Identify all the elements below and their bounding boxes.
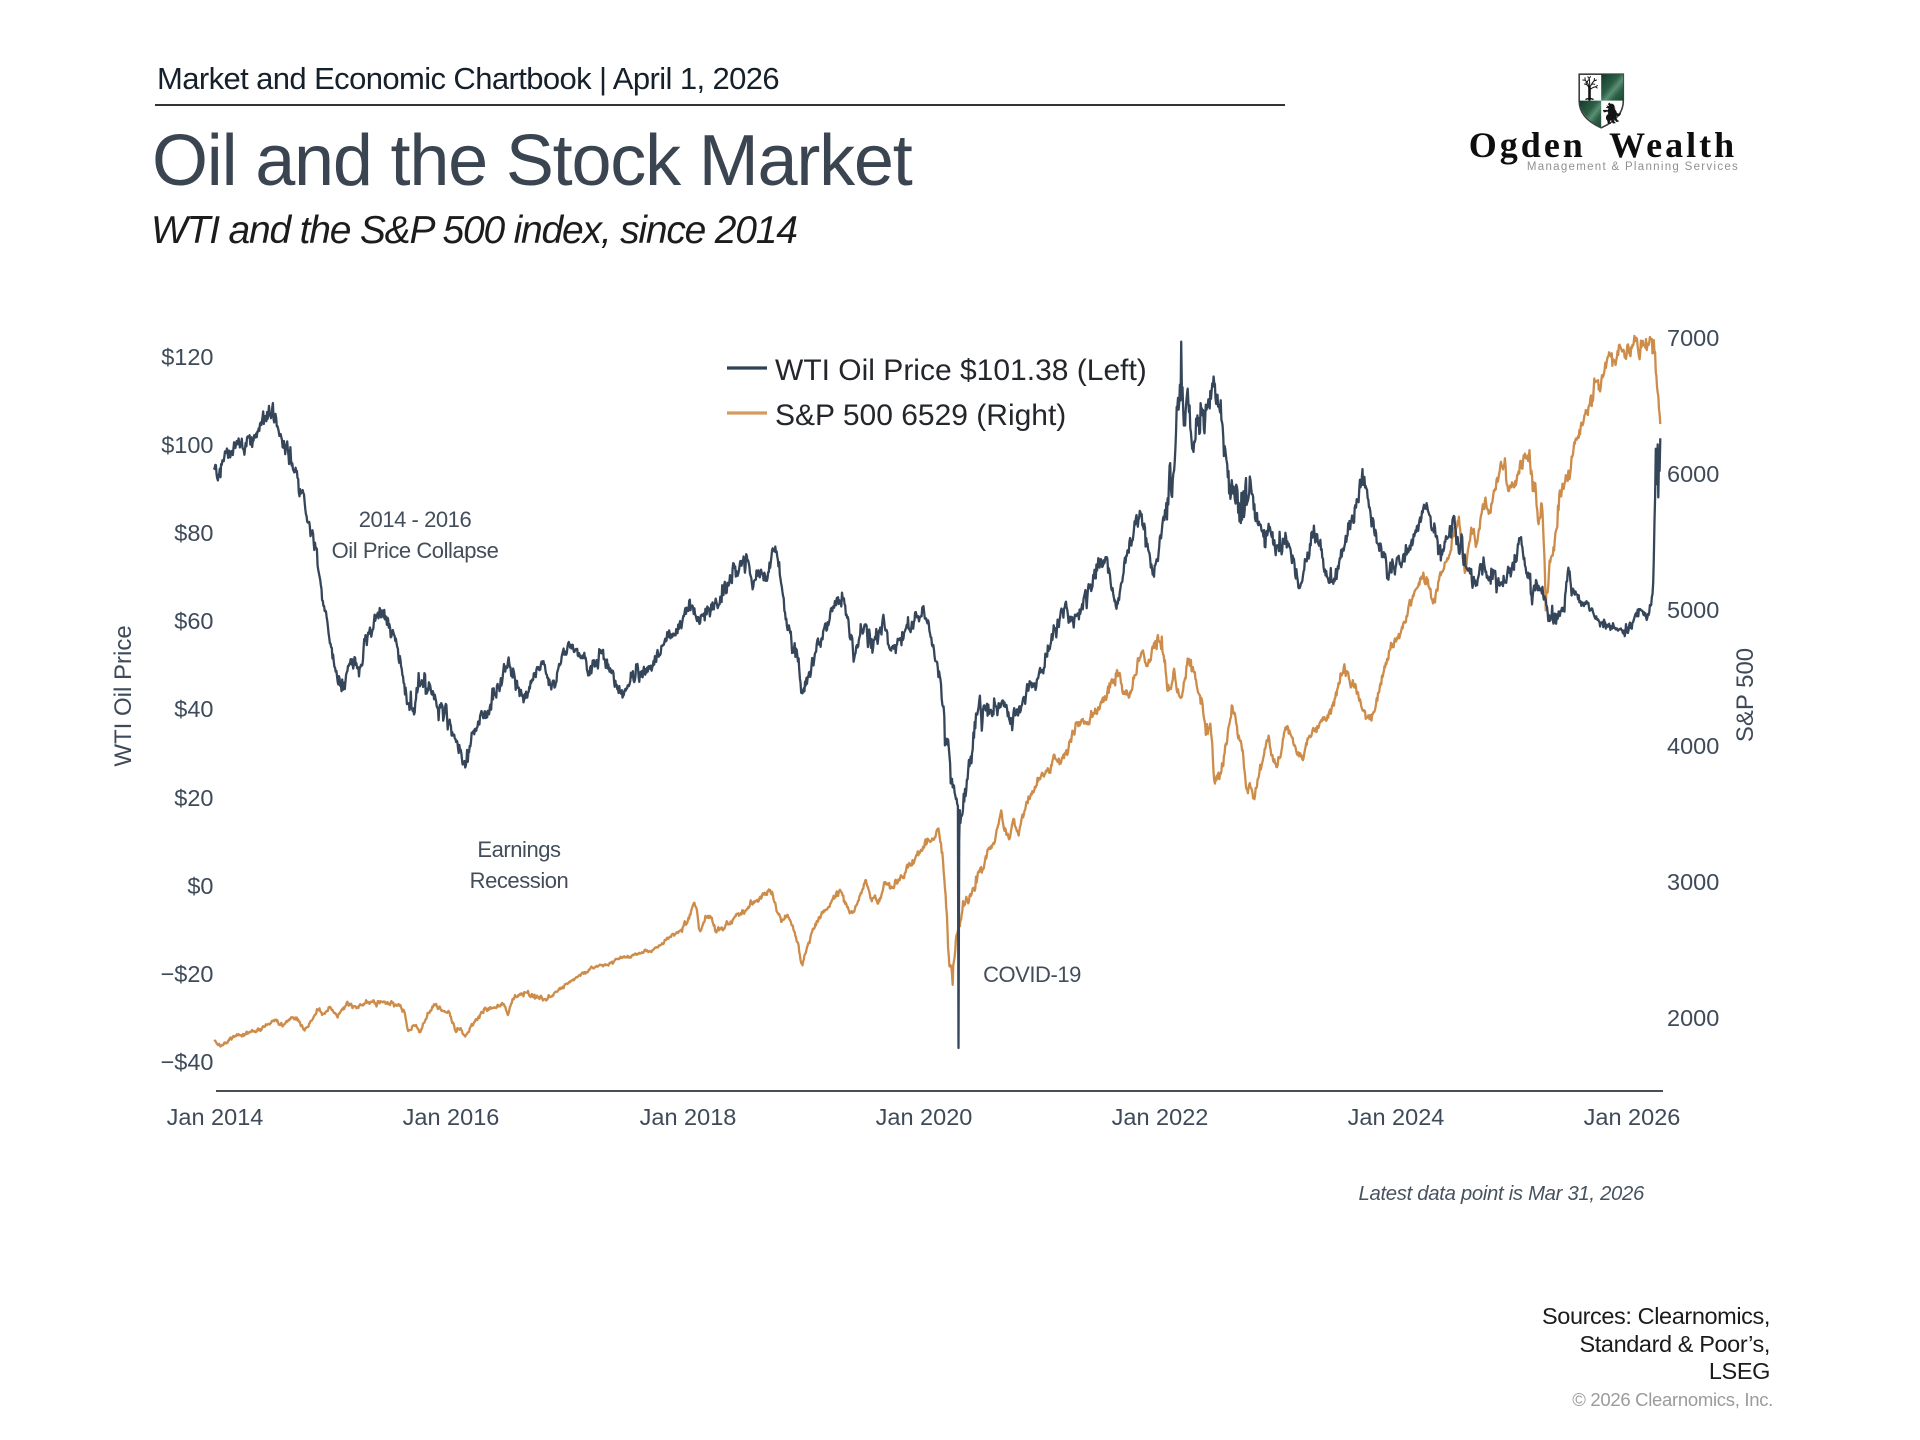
svg-text:Earnings: Earnings <box>477 837 561 862</box>
svg-text:−$40: −$40 <box>161 1049 214 1075</box>
svg-text:Jan 2014: Jan 2014 <box>167 1104 264 1130</box>
svg-text:$100: $100 <box>161 432 213 458</box>
svg-text:Jan 2022: Jan 2022 <box>1112 1104 1209 1130</box>
svg-text:7000: 7000 <box>1667 325 1719 351</box>
svg-text:$120: $120 <box>161 344 213 370</box>
svg-text:Jan 2020: Jan 2020 <box>876 1104 973 1130</box>
svg-text:Jan 2018: Jan 2018 <box>640 1104 737 1130</box>
svg-text:Jan 2026: Jan 2026 <box>1584 1104 1681 1130</box>
svg-text:$40: $40 <box>174 696 213 722</box>
svg-text:$20: $20 <box>174 785 213 811</box>
svg-text:6000: 6000 <box>1667 461 1719 487</box>
svg-text:5000: 5000 <box>1667 597 1719 623</box>
svg-text:$80: $80 <box>174 520 213 546</box>
svg-text:WTI Oil Price $101.38 (Left): WTI Oil Price $101.38 (Left) <box>775 354 1147 387</box>
svg-text:3000: 3000 <box>1667 869 1719 895</box>
svg-text:S&P 500 6529 (Right): S&P 500 6529 (Right) <box>775 399 1066 432</box>
svg-text:−$20: −$20 <box>161 961 214 987</box>
svg-text:COVID-19: COVID-19 <box>983 962 1081 987</box>
svg-text:4000: 4000 <box>1667 733 1719 759</box>
svg-text:$60: $60 <box>174 608 213 634</box>
svg-text:Jan 2016: Jan 2016 <box>403 1104 500 1130</box>
svg-text:2014 - 2016: 2014 - 2016 <box>359 507 472 532</box>
svg-text:WTI Oil Price: WTI Oil Price <box>110 625 137 766</box>
svg-text:Recession: Recession <box>470 868 569 893</box>
svg-text:S&P 500: S&P 500 <box>1732 648 1759 742</box>
svg-text:Oil Price Collapse: Oil Price Collapse <box>332 538 499 563</box>
svg-text:Jan 2024: Jan 2024 <box>1348 1104 1445 1130</box>
svg-text:2000: 2000 <box>1667 1005 1719 1031</box>
svg-text:$0: $0 <box>187 873 213 899</box>
